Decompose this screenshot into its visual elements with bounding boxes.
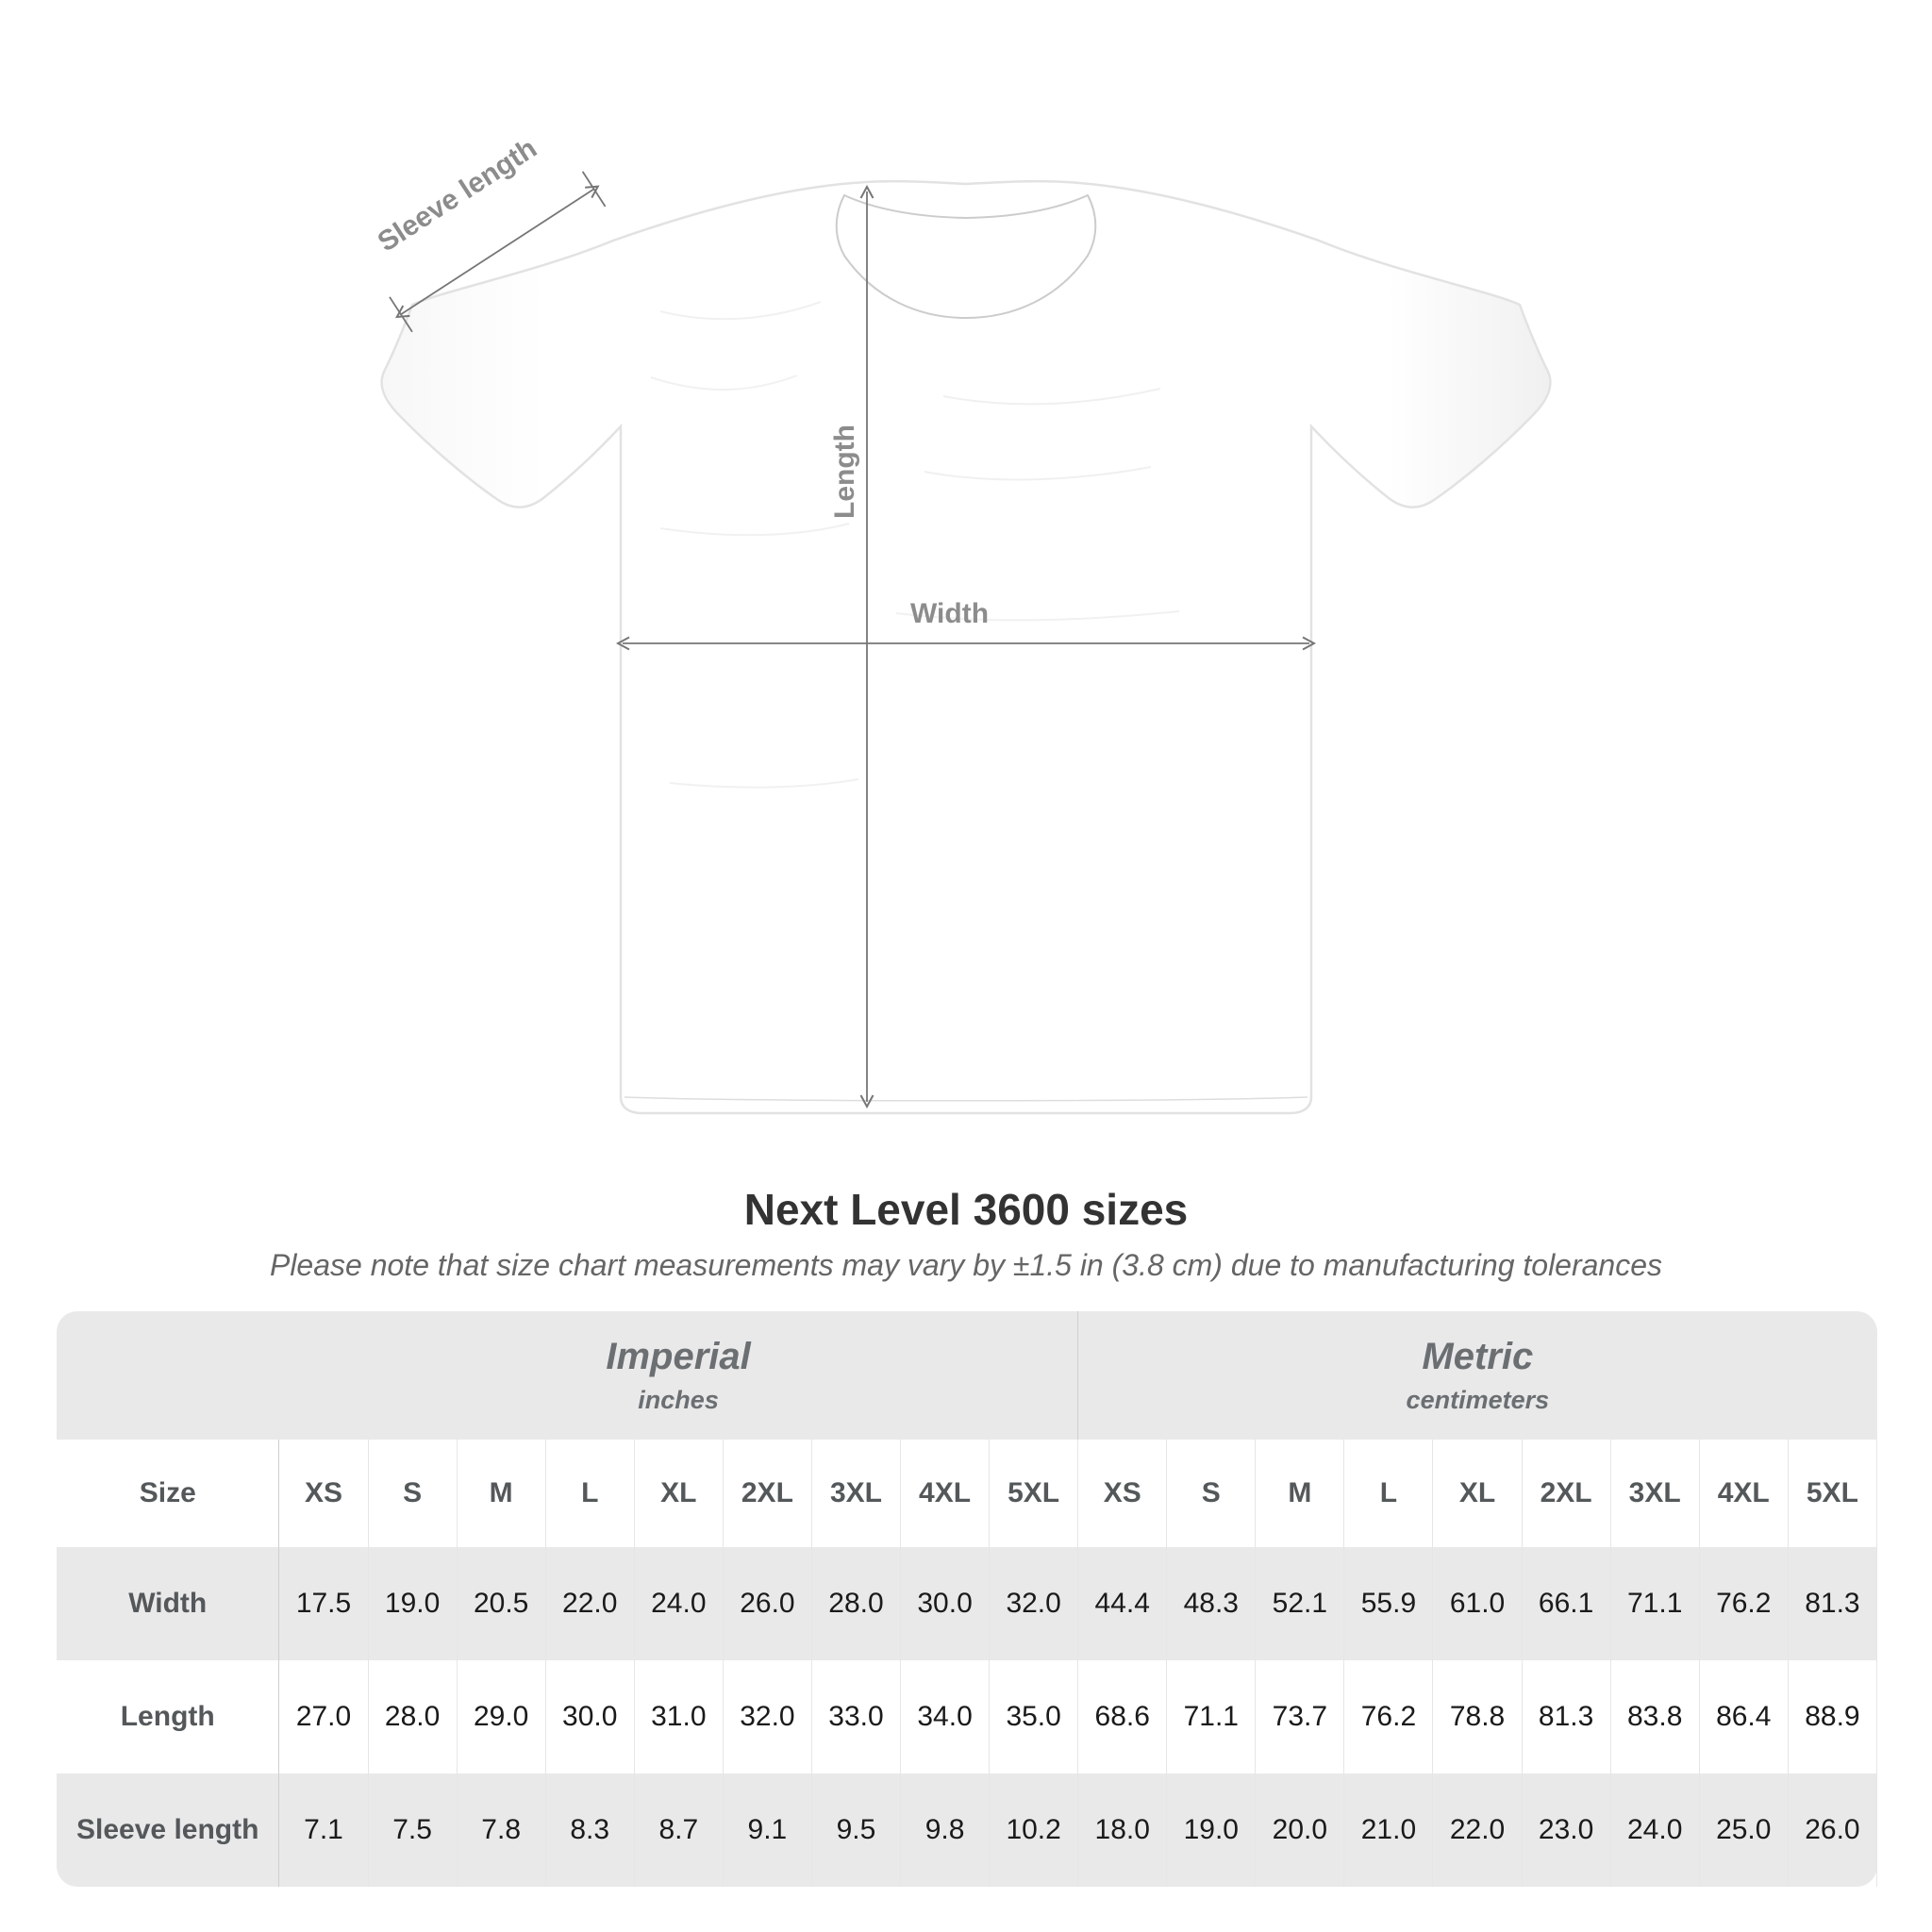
svg-text:Width: Width (910, 598, 989, 629)
svg-text:Length: Length (829, 425, 860, 519)
